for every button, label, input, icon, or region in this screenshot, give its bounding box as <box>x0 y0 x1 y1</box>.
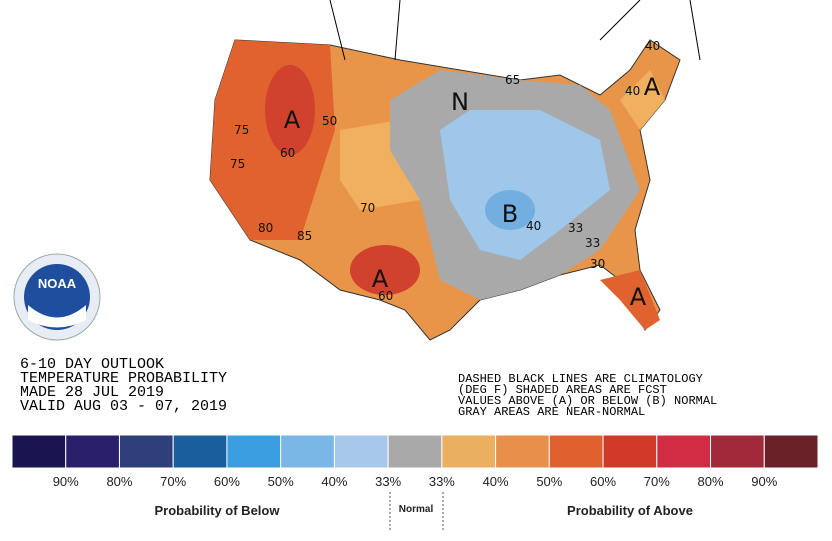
note-line: DASHED BLACK LINES ARE CLIMATOLOGY <box>458 372 703 386</box>
map-label: 30 <box>590 257 605 271</box>
legend-swatch <box>763 434 819 469</box>
legend-tick-label: 90% <box>53 474 79 489</box>
map-label: 50 <box>322 114 337 128</box>
legend-caption: Normal <box>399 504 434 515</box>
legend-tick-label: 60% <box>214 474 240 489</box>
logo-text: NOAA <box>38 276 77 291</box>
legend-swatch <box>656 434 712 469</box>
legend-swatch <box>333 434 389 469</box>
legend-tick-label: 70% <box>160 474 186 489</box>
legend-swatch <box>280 434 335 469</box>
map-label: 40 <box>526 219 541 233</box>
legend-swatch <box>387 434 443 469</box>
legend-swatch <box>495 434 550 469</box>
map-labels: A A A A N B 50 60 75 75 70 85 65 40 40 3… <box>230 39 661 311</box>
legend-swatch <box>710 434 765 469</box>
map-shapes <box>209 0 701 341</box>
map-label: 65 <box>505 73 520 87</box>
legend-swatch <box>11 434 67 469</box>
legend-swatch <box>226 434 282 469</box>
map-label: 80 <box>258 221 273 235</box>
note-line: GRAY AREAS ARE NEAR-NORMAL <box>458 405 645 419</box>
map-label: 60 <box>378 289 393 303</box>
note-line: VALUES ABOVE (A) OR BELOW (B) NORMAL <box>458 394 717 408</box>
map-label: A <box>372 265 389 293</box>
map-label: 75 <box>234 123 249 137</box>
map-label: 33 <box>585 236 600 250</box>
legend-tick-label: 60% <box>590 474 616 489</box>
map-label: 40 <box>625 84 640 98</box>
map-label: 85 <box>297 229 312 243</box>
map-label: 33 <box>568 221 583 235</box>
legend-tick-label: 40% <box>483 474 509 489</box>
legend-caption: Probability of Below <box>155 503 281 518</box>
legend-swatch <box>65 434 120 469</box>
map-label: A <box>630 283 647 311</box>
legend-tick-label: 50% <box>536 474 562 489</box>
legend-tick-label: 33% <box>375 474 401 489</box>
map-label: 75 <box>230 157 245 171</box>
legend-tick-label: 80% <box>106 474 132 489</box>
note-block: DASHED BLACK LINES ARE CLIMATOLOGY(DEG F… <box>458 372 717 419</box>
legend-tick-label: 33% <box>429 474 455 489</box>
title-line: TEMPERATURE PROBABILITY <box>20 370 227 387</box>
map-label: A <box>284 106 301 134</box>
note-line: (DEG F) SHADED AREAS ARE FCST <box>458 383 667 397</box>
legend-tick-label: 80% <box>698 474 724 489</box>
legend: 90% 80% 70% 60% 50% 40% 33% 33% 40% 50% 60% 70% 80% 9… <box>11 434 819 489</box>
title-line: VALID AUG 03 - 07, 2019 <box>20 398 227 415</box>
legend-tick-label: 40% <box>321 474 347 489</box>
map-label: 60 <box>280 146 295 160</box>
legend-tick-label: 90% <box>751 474 777 489</box>
legend-swatch <box>441 434 497 469</box>
legend-caption: Probability of Above <box>567 503 693 518</box>
legend-swatch <box>172 434 228 469</box>
map-label: 40 <box>645 39 660 53</box>
legend-tick-label: 70% <box>644 474 670 489</box>
legend-swatch <box>548 434 604 469</box>
noaa-logo: NOAA <box>13 253 101 341</box>
legend-tick-label: 50% <box>268 474 294 489</box>
map-label: N <box>451 88 469 116</box>
title-line: 6-10 DAY OUTLOOK <box>20 356 164 373</box>
map-label: 70 <box>360 201 375 215</box>
map-label: B <box>502 200 518 228</box>
map-label: A <box>644 73 661 101</box>
title-line: MADE 28 JUL 2019 <box>20 384 164 401</box>
legend-swatch <box>602 434 658 469</box>
legend-swatch <box>118 434 174 469</box>
